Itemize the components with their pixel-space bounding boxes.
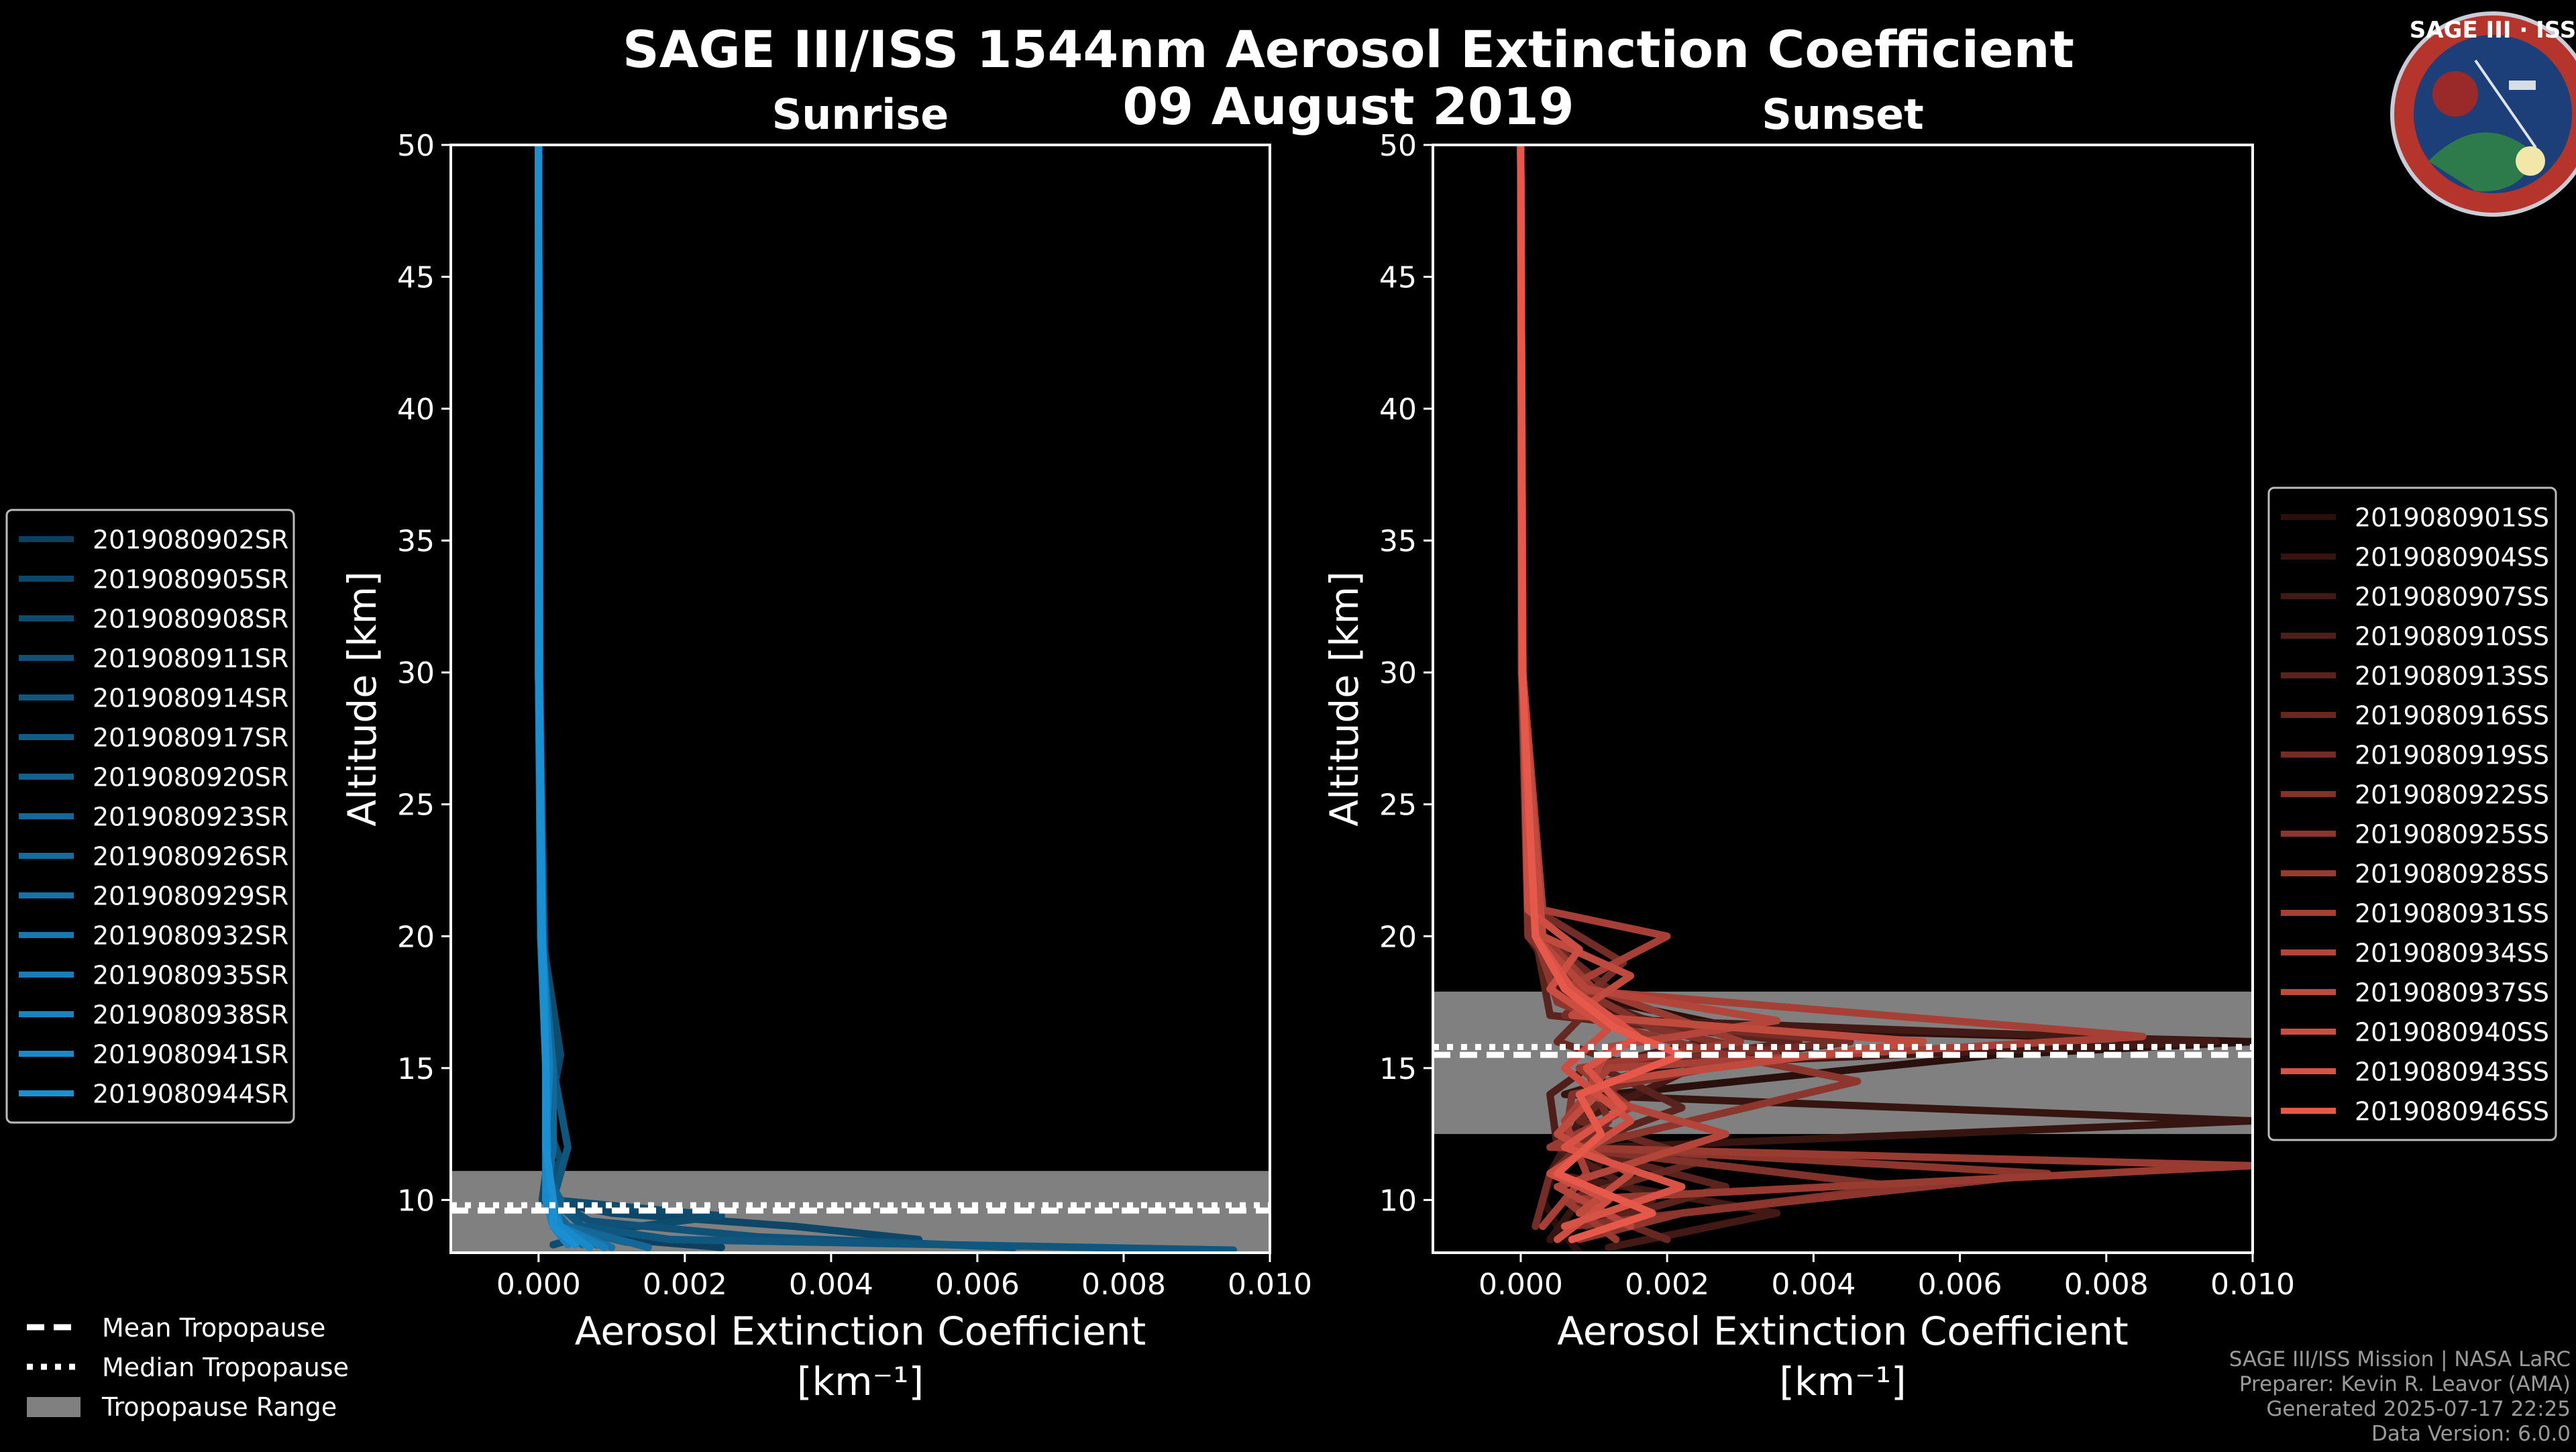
x-axis-unit: [km⁻¹]: [797, 1359, 924, 1404]
y-axis-label: Altitude [km]: [1322, 571, 1367, 826]
legend-entry: 2019080935SR: [93, 961, 288, 990]
legend-entry: 2019080914SR: [93, 684, 288, 713]
legend-entry: 2019080943SS: [2355, 1057, 2549, 1087]
y-tick-label: 20: [397, 920, 435, 954]
x-tick-label: 0.004: [789, 1267, 873, 1302]
legend-entry: 2019080938SR: [93, 1000, 288, 1030]
legend-entry: 2019080920SR: [93, 763, 288, 792]
y-tick-label: 15: [397, 1052, 435, 1086]
y-tick-label: 25: [1379, 788, 1417, 823]
y-tick-label: 45: [397, 261, 435, 295]
plot-panel-sunset: 10 15 20 25 30 35 40 45 50 0.000 0.002 0.004 0.006 0.…: [1322, 90, 2295, 1404]
mean-tropopause-label: Mean Tropopause: [102, 1313, 325, 1343]
y-tick-label: 10: [1379, 1184, 1417, 1218]
legend-frame: [2267, 486, 2557, 1141]
y-tick-label: 30: [1379, 656, 1417, 690]
legend-entry: 2019080931SS: [2355, 899, 2549, 929]
x-tick-label: 0.008: [1081, 1267, 1166, 1302]
y-tick-label: 45: [1379, 261, 1417, 295]
legend-entry: 2019080934SS: [2355, 939, 2549, 968]
profile-lines: [535, 145, 1237, 1253]
legend-entry: 2019080904SS: [2355, 543, 2549, 572]
credit-line: SAGE III/ISS Mission | NASA LaRC: [2229, 1347, 2571, 1371]
legend-entry: 2019080923SR: [93, 802, 288, 832]
legend-entry: 2019080902SR: [93, 525, 288, 555]
legend-entry: 2019080941SR: [93, 1040, 288, 1070]
plot-area: [451, 145, 1270, 1253]
legend-frame: [5, 509, 295, 1124]
x-axis-label: Aerosol Extinction Coefficient: [1557, 1308, 2129, 1354]
profile-line-2019080944SR: [535, 145, 579, 1249]
legend-entry: 2019080905SR: [93, 565, 288, 594]
plot-frame: [449, 144, 1271, 1254]
x-tick-label: 0.004: [1771, 1267, 1856, 1302]
x-tick-label: 0.008: [2064, 1267, 2149, 1302]
x-tick-label: 0.006: [935, 1267, 1020, 1302]
y-tick-label: 20: [1379, 920, 1417, 954]
y-tick-label: 40: [397, 393, 435, 427]
legend-entry: 2019080940SS: [2355, 1018, 2549, 1047]
sunset-legend: 2019080901SS 2019080904SS 2019080907SS 2019…: [2267, 486, 2557, 1141]
legend-entry: 2019080944SR: [93, 1080, 288, 1109]
credit-line: Data Version: 6.0.0: [2371, 1422, 2571, 1446]
panel-title: Sunset: [1762, 90, 1924, 139]
tropopause-range-label: Tropopause Range: [101, 1392, 337, 1422]
plot-panel-sunrise: 10 15 20 25 30 35 40 45 50 0.000 0.002 0.004 0.006 0.…: [339, 90, 1312, 1404]
tropopause-range-swatch: [27, 1397, 80, 1417]
x-axis-label: Aerosol Extinction Coefficient: [575, 1308, 1146, 1354]
y-tick-label: 30: [397, 656, 435, 690]
logo-text: SAGE III · ISS: [2410, 17, 2576, 44]
x-tick-label: 0.000: [496, 1267, 581, 1302]
chart-date: 09 August 2019: [1122, 76, 1574, 136]
plot-frame: [1432, 144, 2254, 1254]
x-tick-label: 0.002: [1625, 1267, 1709, 1302]
legend-entry: 2019080908SR: [93, 605, 288, 634]
x-tick-label: 0.002: [643, 1267, 727, 1302]
legend-entry: 2019080916SS: [2355, 701, 2549, 731]
legend-entry: 2019080926SR: [93, 842, 288, 872]
y-tick-label: 35: [397, 525, 435, 559]
credit-line: Generated 2025-07-17 22:25: [2266, 1397, 2571, 1421]
legend-entry: 2019080922SS: [2355, 780, 2549, 810]
tropopause-legend: Mean Tropopause Median Tropopause Tropop…: [27, 1313, 349, 1422]
chart-title: SAGE III/ISS 1544nm Aerosol Extinction C…: [623, 19, 2074, 79]
sage-iss-logo: SAGE III · ISS: [2390, 11, 2576, 217]
x-tick-label: 0.010: [2210, 1267, 2295, 1302]
legend-entry: 2019080917SR: [93, 723, 288, 753]
y-tick-label: 50: [397, 129, 435, 163]
legend-entry: 2019080910SS: [2355, 622, 2549, 652]
legend-entry: 2019080932SR: [93, 921, 288, 951]
legend-entry: 2019080925SS: [2355, 820, 2549, 849]
median-tropopause-label: Median Tropopause: [102, 1353, 349, 1382]
y-tick-label: 15: [1379, 1052, 1417, 1086]
legend-entry: 2019080929SR: [93, 882, 288, 911]
legend-entry: 2019080907SS: [2355, 582, 2549, 612]
y-tick-label: 10: [397, 1184, 435, 1218]
legend-entry: 2019080911SR: [93, 644, 288, 674]
y-tick-label: 40: [1379, 393, 1417, 427]
panel-title: Sunrise: [772, 90, 949, 139]
x-axis-unit: [km⁻¹]: [1779, 1359, 1906, 1404]
credit-line: Preparer: Kevin R. Leavor (AMA): [2239, 1372, 2571, 1396]
legend-entry: 2019080928SS: [2355, 860, 2549, 889]
legend-entry: 2019080913SS: [2355, 662, 2549, 691]
legend-entry: 2019080937SS: [2355, 978, 2549, 1008]
legend-entry: 2019080946SS: [2355, 1097, 2549, 1127]
y-tick-label: 25: [397, 788, 435, 823]
x-tick-label: 0.000: [1479, 1267, 1563, 1302]
y-axis-label: Altitude [km]: [339, 571, 385, 826]
y-tick-label: 50: [1379, 129, 1417, 163]
legend-entry: 2019080919SS: [2355, 741, 2549, 770]
x-tick-label: 0.006: [1918, 1267, 2002, 1302]
sunrise-legend: 2019080902SR 2019080905SR 2019080908SR 2019…: [5, 509, 295, 1124]
legend-entry: 2019080901SS: [2355, 503, 2549, 533]
y-tick-label: 35: [1379, 525, 1417, 559]
x-tick-label: 0.010: [1228, 1267, 1312, 1302]
credits: SAGE III/ISS Mission | NASA LaRC Prepare…: [2229, 1347, 2571, 1446]
